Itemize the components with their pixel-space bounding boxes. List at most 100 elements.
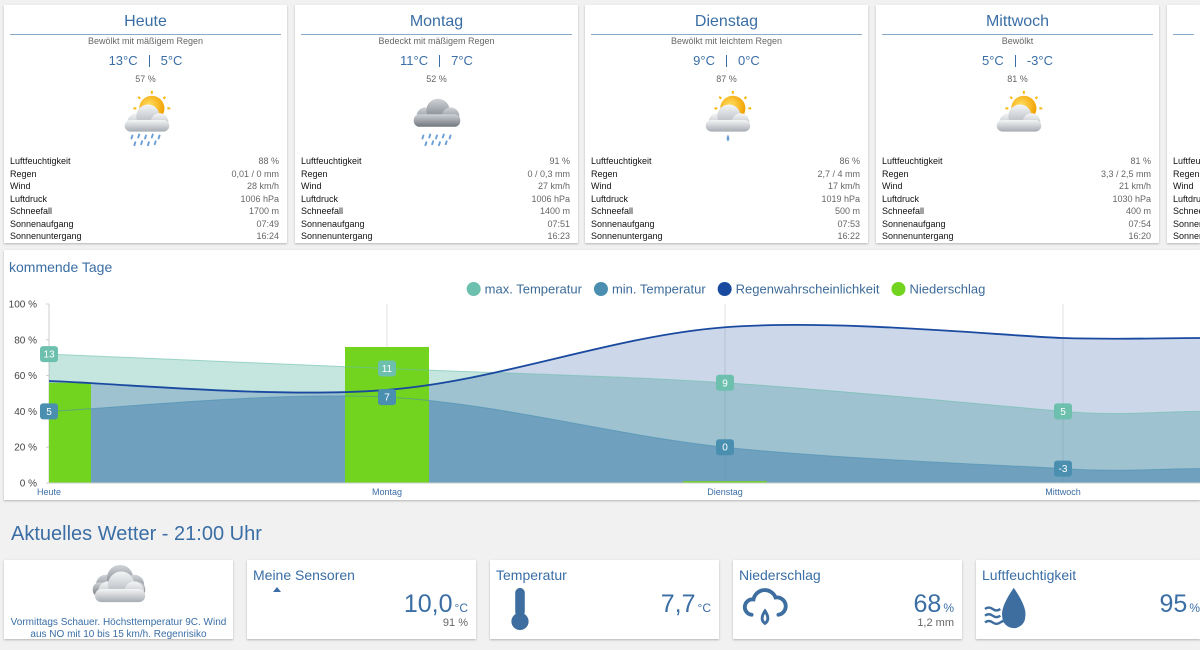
plot-area — [49, 324, 1200, 483]
weather-icon — [996, 89, 1044, 132]
detail-label: Regen — [10, 168, 37, 179]
detail-value: 16:23 — [547, 231, 570, 241]
series-line — [49, 324, 1064, 394]
detail-row: Wind 28 km/h — [10, 180, 279, 193]
detail-row: Schneefall 400 m — [882, 205, 1151, 218]
legend-label: min. Temperatur — [612, 282, 706, 297]
detail-row: Sonnenaufgang — [1173, 218, 1200, 231]
data-label-box — [378, 389, 396, 406]
detail-row: Wind — [1173, 180, 1194, 193]
line-extension — [1062, 337, 1200, 340]
separator — [148, 54, 150, 67]
detail-label: Luftfeuchtigkeit — [882, 156, 943, 166]
detail-label: Sonnenuntergang — [301, 231, 373, 241]
data-labels: 13 11 9 5 5 7 0 -3 — [40, 346, 1072, 477]
bar — [683, 481, 767, 483]
rain-probability: 87 % — [716, 74, 737, 84]
forecast-card: Mittwoch Bewölkt 5°C -3°C 81 % Luftfeuchtigke… — [876, 5, 1159, 243]
detail-label: Sonnenaufgang — [10, 218, 74, 229]
day-title: Heute — [10, 10, 281, 35]
value-unit: °C — [454, 601, 468, 615]
detail-label: Schneefall — [1173, 206, 1200, 216]
detail-label: Sonnenuntergang — [1173, 231, 1200, 241]
temp-max: 13°C — [108, 53, 138, 68]
icon-part — [511, 587, 529, 631]
detail-row: Regen 2,7 / 4 mm — [591, 168, 860, 181]
sensor-tile: Meine Sensoren 10,0 °C 91 % — [247, 560, 476, 639]
detail-row: Sonnenuntergang 16:23 — [301, 230, 570, 243]
detail-row: Schneefall 1400 m — [301, 205, 570, 218]
sensor-tile: Niederschlag 68% 1,2 mm — [733, 560, 962, 639]
value-unit: °C — [697, 601, 711, 615]
detail-label: Sonnenaufgang — [301, 218, 365, 229]
data-label-box — [716, 374, 734, 391]
tile-title: Meine Sensoren — [253, 567, 355, 583]
detail-row: Schneefall 1700 m — [10, 205, 279, 218]
temp-max: 5°C — [982, 53, 1004, 68]
y-tick-label: 60 % — [14, 371, 37, 382]
data-label-box — [1054, 460, 1072, 477]
tile-value: 7,7 °C — [661, 590, 711, 619]
temp-min: 5°C — [160, 53, 183, 68]
area-extension — [1063, 411, 1200, 483]
forecast-card: Luftfeuchtigkeit Regen Wind Luftdruck Schnee… — [1167, 5, 1200, 243]
icon-part — [983, 586, 1027, 630]
detail-value: 07:51 — [547, 218, 570, 229]
detail-label: Regen — [882, 168, 909, 179]
detail-label: Sonnenaufgang — [1173, 218, 1200, 229]
series-line — [49, 395, 1064, 470]
detail-label: Luftfeuchtigkeit — [301, 156, 362, 166]
area-extension — [1063, 468, 1200, 483]
condition: Bewölkt mit mäßigem Regen — [87, 36, 204, 46]
separator — [726, 54, 727, 67]
data-label: -3 — [1059, 464, 1068, 475]
detail-label: Schneefall — [882, 206, 925, 216]
detail-label: Luftdruck — [591, 193, 629, 204]
separator — [1014, 54, 1016, 67]
detail-value: 1030 hPa — [1112, 193, 1151, 204]
forecast-card: Heute Bewölkt mit mäßigem Regen 13°C 5°C 57 … — [4, 5, 287, 243]
detail-value: 1400 m — [539, 206, 570, 216]
icon-part — [421, 133, 452, 147]
data-label: 9 — [722, 378, 728, 389]
detail-label: Wind — [882, 181, 903, 191]
detail-row: Regen — [1173, 168, 1200, 181]
detail-value: 07:49 — [256, 218, 279, 229]
temperatures: 5°C -3°C — [876, 53, 1159, 68]
detail-label: Schneefall — [301, 206, 344, 216]
caret[interactable] — [273, 586, 281, 592]
data-label: 5 — [46, 407, 52, 418]
detail-row: Regen 0,01 / 0 mm — [10, 168, 279, 181]
forecast-card: Montag Bedeckt mit mäßigem Regen 11°C 7°C 52… — [295, 5, 578, 243]
rain-probability: 81 % — [1007, 74, 1028, 84]
data-label: 0 — [722, 443, 728, 454]
forecast-tile: Vormittags Schauer. Höchsttemperatur 9C.… — [4, 560, 233, 639]
caret-shape — [273, 587, 281, 592]
detail-value: 1019 hPa — [821, 193, 860, 204]
value-number: 7,7 — [660, 590, 696, 618]
legend-marker — [717, 282, 732, 296]
detail-row: Sonnenaufgang 07:49 — [10, 218, 279, 231]
detail-row: Regen 0 / 0,3 mm — [301, 168, 570, 181]
chart-panel: kommende Tage Heute Montag Dienstag Mittwoc… — [4, 250, 1200, 500]
areas — [49, 324, 1200, 483]
temp-min: 0°C — [738, 53, 760, 68]
tile-value: 68% — [914, 590, 954, 619]
tile-title: Niederschlag — [739, 567, 821, 583]
weather-icon — [124, 89, 172, 147]
icon-part — [726, 134, 730, 142]
detail-label: Regen — [1173, 168, 1200, 179]
detail-label: Schneefall — [591, 206, 634, 216]
day-title: Mittwoch — [882, 10, 1153, 35]
detail-value: 400 m — [1125, 206, 1151, 216]
detail-row: Wind 17 km/h — [591, 180, 860, 193]
data-label: 7 — [384, 393, 390, 404]
detail-value: 2,7 / 4 mm — [817, 168, 860, 179]
detail-label: Schneefall — [10, 206, 53, 216]
temp-min: -3°C — [1026, 53, 1053, 68]
detail-label: Sonnenaufgang — [591, 218, 655, 229]
weather-icon — [413, 98, 461, 147]
legend: max. Temperatur min. Temperatur Regenwahrs… — [466, 282, 985, 297]
value-number: 10,0 — [403, 590, 453, 618]
detail-row: Luftdruck 1019 hPa — [591, 193, 860, 206]
